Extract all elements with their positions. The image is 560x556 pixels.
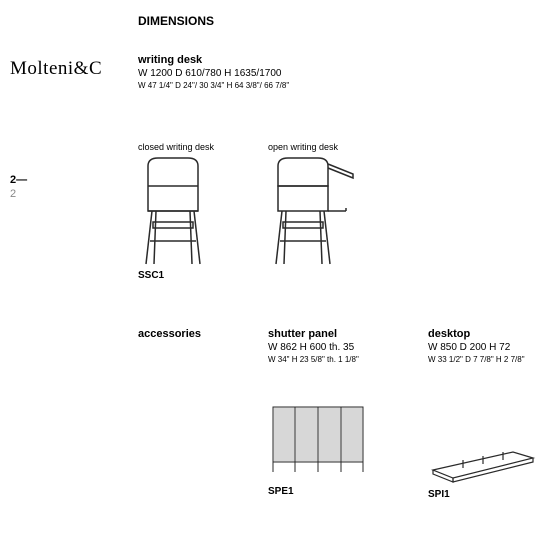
desktop-heading: desktop — [428, 328, 525, 340]
shutter-panel-dim-in: W 34" H 23 5/8" th. 1 1/8" — [268, 355, 359, 364]
writing-desk-dim-in: W 47 1/4" D 24"/ 30 3/4" H 64 3/8"/ 66 7… — [138, 81, 289, 90]
closed-desk-label: closed writing desk — [138, 142, 214, 152]
writing-desk-dim-mm: W 1200 D 610/780 H 1635/1700 — [138, 68, 289, 79]
section-title: DIMENSIONS — [138, 14, 214, 28]
shutter-panel-code: SPE1 — [268, 486, 368, 497]
open-desk-label: open writing desk — [268, 142, 358, 152]
desktop-dim-in: W 33 1/2" D 7 7/8" H 2 7/8" — [428, 355, 525, 364]
brand-logo: Molteni&C — [10, 58, 102, 80]
desktop-dim-mm: W 850 D 200 H 72 — [428, 342, 525, 353]
page-total: 2 — [10, 188, 16, 200]
desktop-illustration — [428, 440, 538, 485]
open-desk-illustration — [268, 156, 358, 266]
closed-desk-illustration — [138, 156, 214, 266]
desktop-code: SPI1 — [428, 489, 538, 500]
shutter-panel-illustration — [268, 402, 368, 482]
shutter-panel-dim-mm: W 862 H 600 th. 35 — [268, 342, 359, 353]
shutter-panel-heading: shutter panel — [268, 328, 359, 340]
page-current: 2— — [10, 174, 27, 186]
writing-desk-code: SSC1 — [138, 270, 214, 281]
writing-desk-heading: writing desk — [138, 54, 289, 66]
accessories-heading: accessories — [138, 328, 201, 340]
